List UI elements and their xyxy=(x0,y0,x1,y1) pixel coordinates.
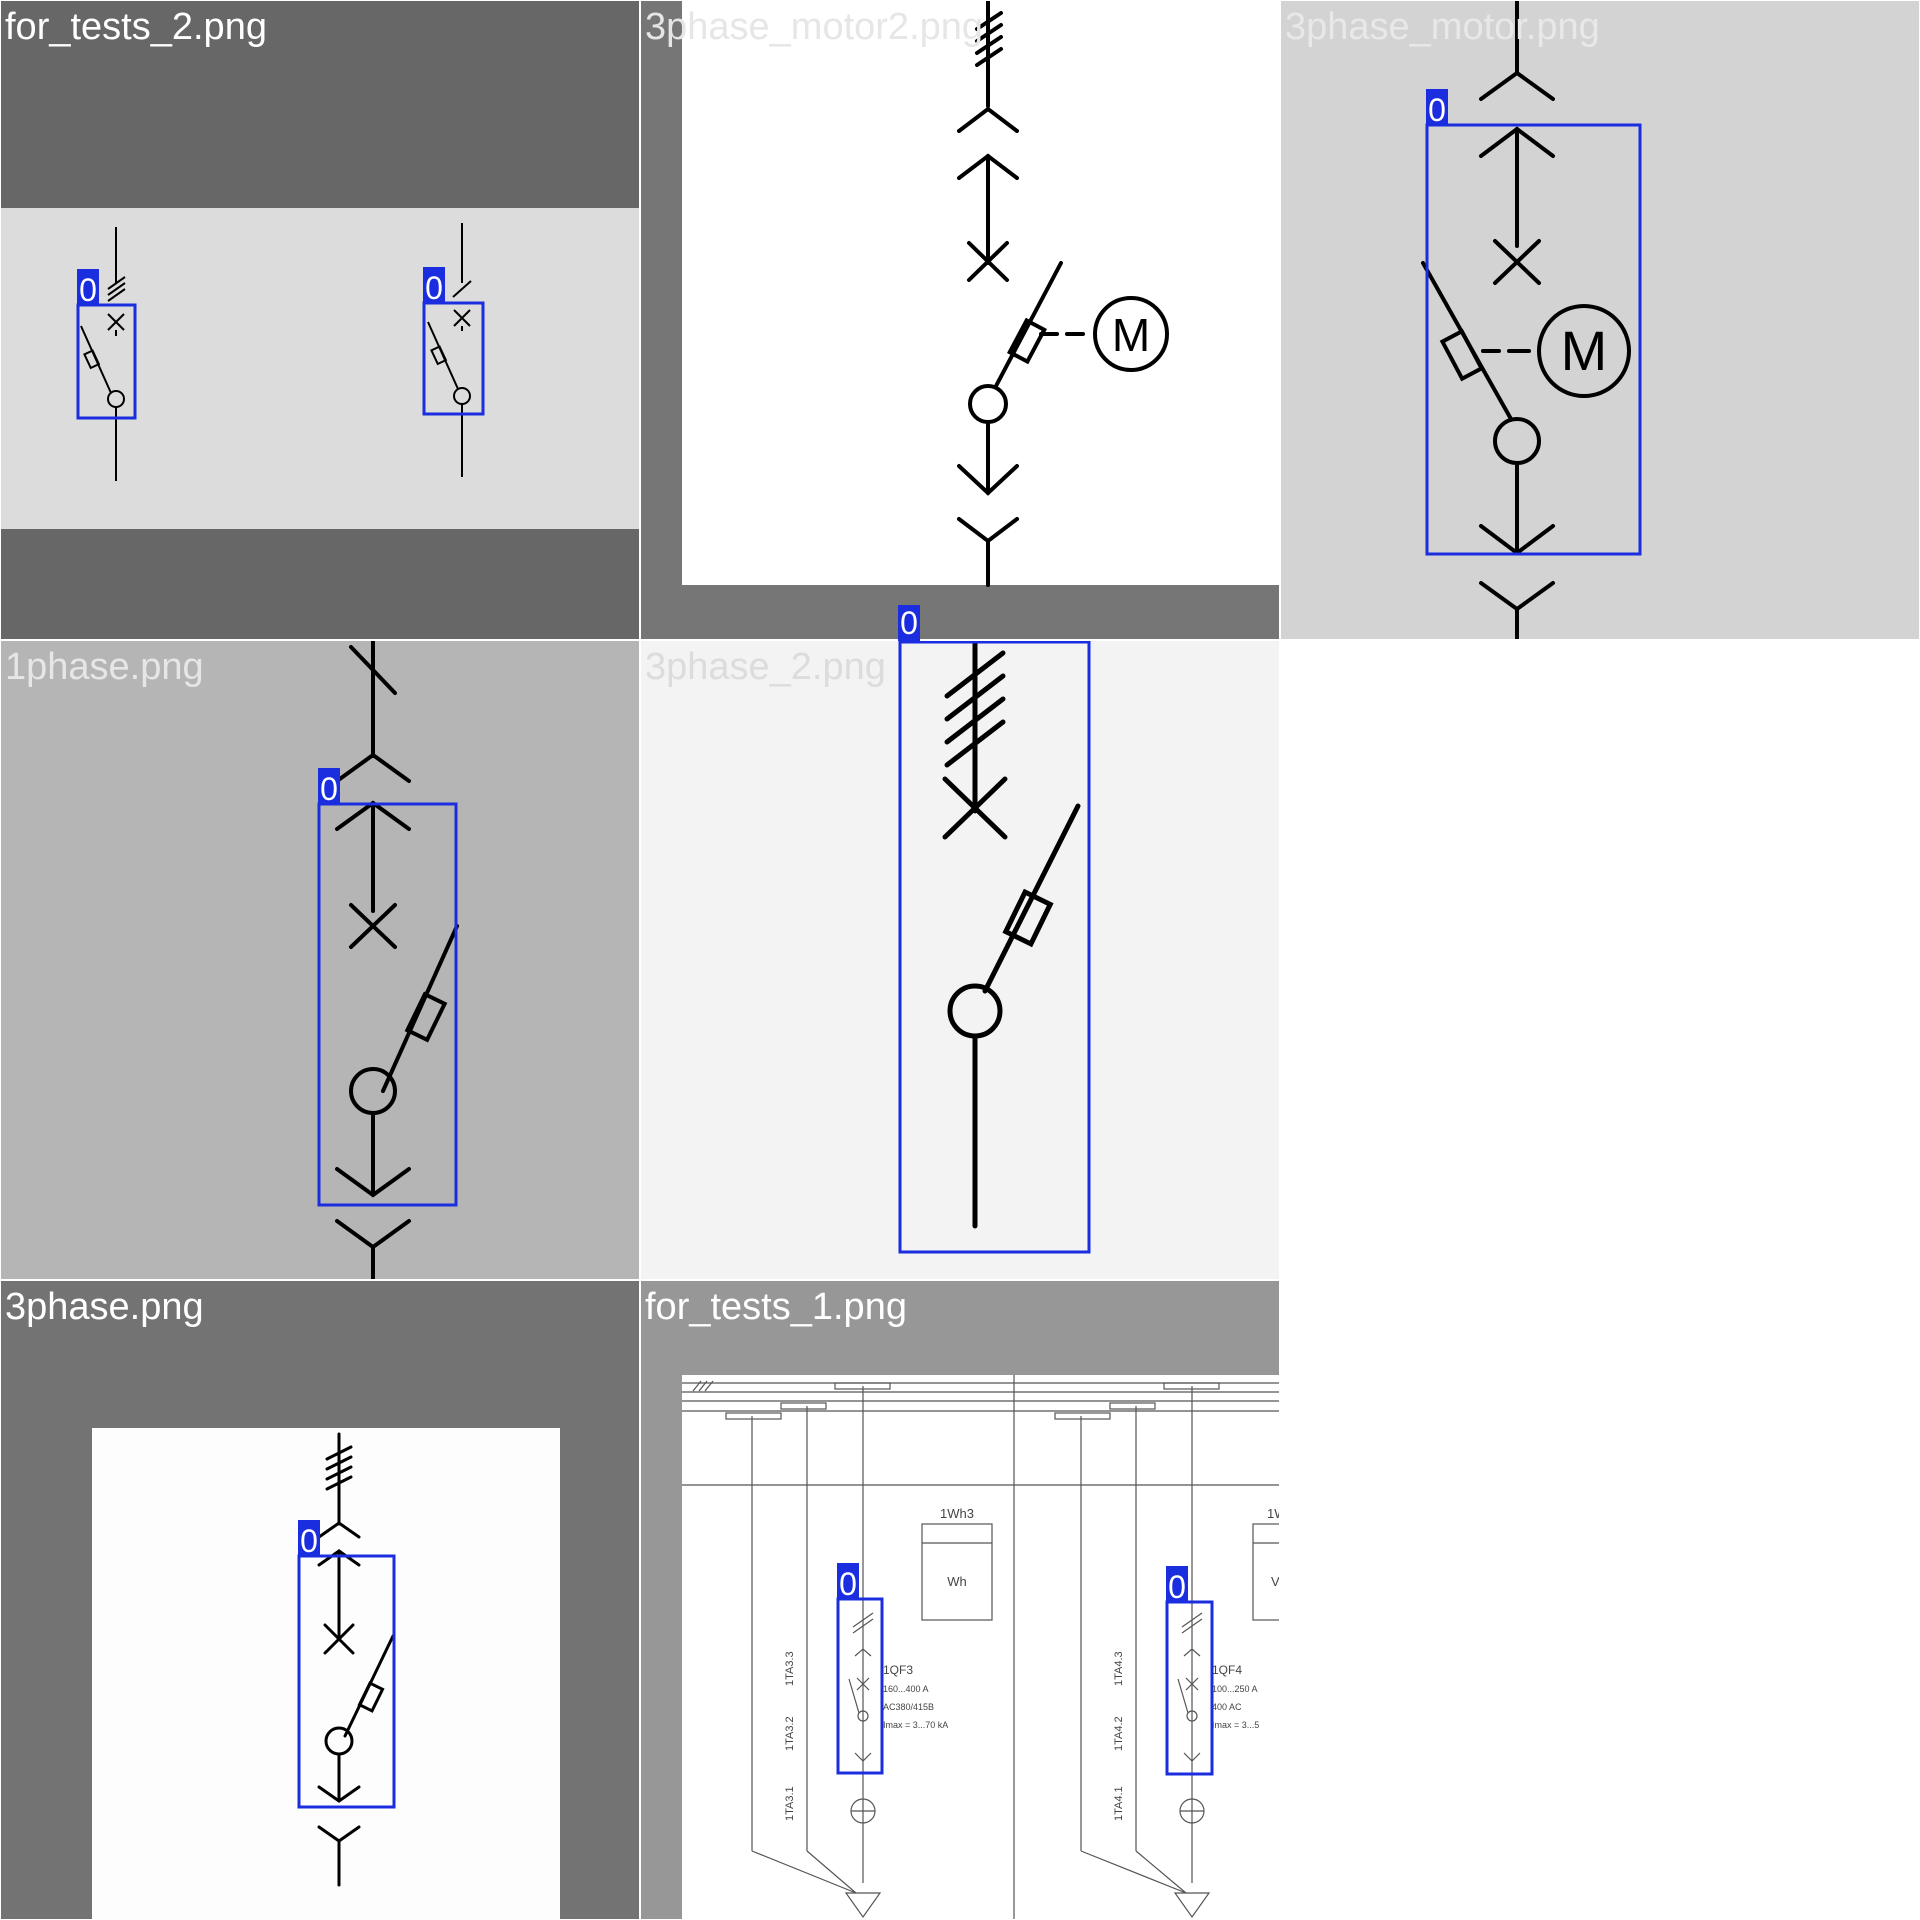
svg-text:0: 0 xyxy=(425,270,443,306)
schematic-drawing xyxy=(682,1375,1279,1919)
meter-label: 1Wh3 xyxy=(940,1506,974,1521)
tile-3phase-motor: M 0 3phase_motor.png xyxy=(1281,1,1919,639)
detection-box: 0 xyxy=(317,768,458,1207)
breaker-spec: 160...400 A xyxy=(883,1684,929,1694)
breaker-spec: Imax = 3...70 kA xyxy=(883,1720,948,1730)
tile-3phase: 0 3phase.png xyxy=(1,1281,639,1919)
svg-text:0: 0 xyxy=(79,272,97,308)
ct-label: 1TA3.2 xyxy=(784,1716,796,1751)
detection-box: 0 xyxy=(76,269,137,420)
detection-box: 0 xyxy=(422,267,485,416)
detection-box: 0 xyxy=(836,1563,884,1775)
svg-text:0: 0 xyxy=(300,1523,318,1559)
detection-box xyxy=(898,641,1091,1254)
meter-label: 1W xyxy=(1267,1506,1279,1521)
breaker-spec: AC380/415B xyxy=(883,1702,934,1712)
breaker-symbol xyxy=(317,1432,395,1887)
tile-1phase: 0 1phase.png xyxy=(1,641,639,1279)
breaker-spec: 100...250 A xyxy=(1212,1684,1258,1694)
tile-1phase-canvas: 0 xyxy=(1,641,639,1279)
detection-box: 0 xyxy=(1165,1566,1214,1776)
breaker-spec: 400 AC xyxy=(1212,1702,1242,1712)
breaker-symbol xyxy=(427,223,472,477)
detection-label-3phase-2: 0 xyxy=(898,605,920,641)
motor-breaker-symbol xyxy=(957,1,1169,587)
detection-box: 0 xyxy=(297,1520,396,1809)
breaker-label: 1QF3 xyxy=(883,1663,913,1677)
svg-text:0: 0 xyxy=(1168,1569,1186,1605)
breaker-symbol xyxy=(942,641,1081,1229)
detection-box: 0 xyxy=(1425,89,1642,556)
tile-for-tests-2-canvas: 0 0 xyxy=(1,1,639,639)
tile-for-tests-1-canvas: 1Wh3 Wh 1W V 1QF3 160...400 A AC380/415B… xyxy=(641,1281,1279,1919)
ct-label: 1TA3.1 xyxy=(784,1786,796,1821)
breaker-symbol xyxy=(335,641,459,1279)
tile-3phase-motor2: M 3phase_motor2.png xyxy=(641,1,1279,639)
tile-3phase-motor-canvas: M 0 xyxy=(1281,1,1919,639)
svg-text:0: 0 xyxy=(320,771,338,807)
tile-3phase-2-canvas xyxy=(641,641,1279,1279)
svg-text:0: 0 xyxy=(1428,92,1446,128)
tile-3phase-canvas: 0 xyxy=(1,1281,639,1919)
ct-label: 1TA4.3 xyxy=(1113,1651,1125,1686)
tile-3phase-motor2-canvas: M xyxy=(641,1,1279,639)
tile-for-tests-1: 1Wh3 Wh 1W V 1QF3 160...400 A AC380/415B… xyxy=(641,1281,1279,1919)
meter-unit: Wh xyxy=(947,1574,967,1589)
breaker-label: 1QF4 xyxy=(1212,1663,1242,1677)
tile-3phase-2: 3phase_2.png xyxy=(641,641,1279,1279)
motor-letter: M xyxy=(1561,319,1608,382)
svg-text:0: 0 xyxy=(839,1566,857,1602)
breaker-spec: Imax = 3...5 xyxy=(1212,1720,1259,1730)
meter-unit: V xyxy=(1271,1574,1279,1589)
motor-letter: M xyxy=(1112,309,1150,361)
ct-label: 1TA3.3 xyxy=(784,1651,796,1686)
ct-label: 1TA4.1 xyxy=(1113,1786,1125,1821)
motor-breaker-symbol xyxy=(1421,1,1631,639)
ct-label: 1TA4.2 xyxy=(1113,1716,1125,1751)
tile-for-tests-2: 0 0 for_tests_2.png xyxy=(1,1,639,639)
